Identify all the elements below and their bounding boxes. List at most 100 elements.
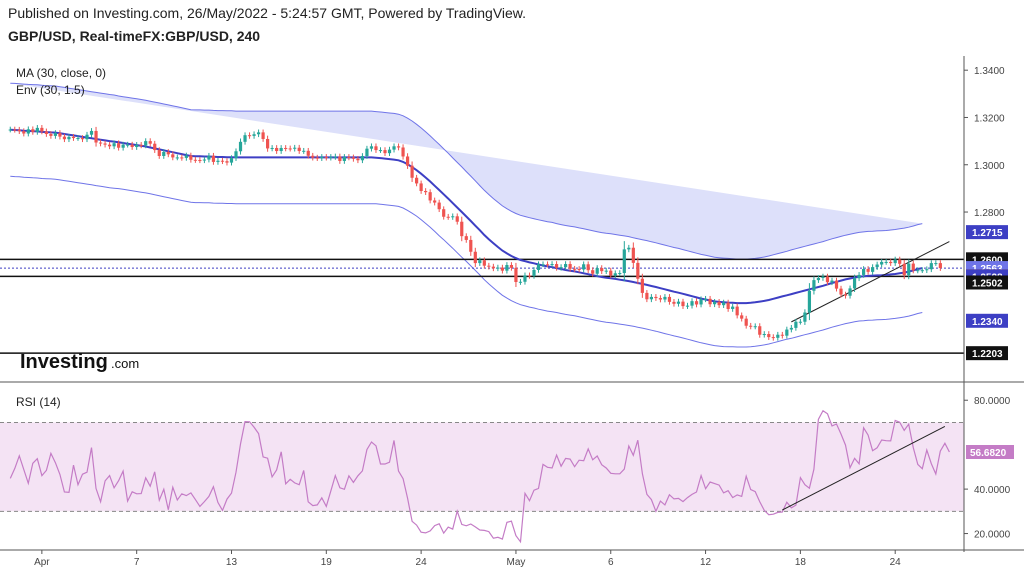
candle[interactable] <box>35 125 39 135</box>
candle[interactable] <box>916 267 920 274</box>
candle[interactable] <box>347 154 351 161</box>
candle[interactable] <box>527 272 532 279</box>
candle[interactable] <box>216 157 220 165</box>
candle[interactable] <box>618 270 622 277</box>
candle[interactable] <box>26 126 30 137</box>
candle[interactable] <box>852 274 857 292</box>
candle[interactable] <box>424 188 428 196</box>
candle[interactable] <box>685 302 690 309</box>
candle[interactable] <box>871 264 875 275</box>
candle[interactable] <box>211 152 216 165</box>
candle[interactable] <box>153 140 157 153</box>
candle[interactable] <box>415 174 419 187</box>
candle[interactable] <box>807 283 812 321</box>
candle[interactable] <box>573 265 577 272</box>
candle[interactable] <box>834 277 839 292</box>
candle[interactable] <box>13 126 17 133</box>
candle[interactable] <box>699 296 703 308</box>
candle[interactable] <box>658 295 663 303</box>
candle[interactable] <box>478 257 482 266</box>
candle[interactable] <box>821 273 825 281</box>
candle[interactable] <box>889 259 893 266</box>
candle[interactable] <box>103 140 107 148</box>
candle[interactable] <box>559 264 563 271</box>
candle[interactable] <box>536 261 541 273</box>
candle[interactable] <box>315 154 319 161</box>
candle[interactable] <box>604 267 608 274</box>
candle[interactable] <box>929 260 933 273</box>
candle[interactable] <box>564 261 568 270</box>
candle[interactable] <box>514 262 518 287</box>
candle[interactable] <box>58 130 62 140</box>
candle[interactable] <box>157 147 161 159</box>
candle[interactable] <box>726 299 730 312</box>
candle[interactable] <box>875 261 879 270</box>
candle[interactable] <box>505 262 509 274</box>
candle[interactable] <box>437 199 441 213</box>
candle[interactable] <box>911 260 915 274</box>
candle[interactable] <box>238 138 243 155</box>
candle[interactable] <box>67 134 71 143</box>
candle[interactable] <box>609 267 613 279</box>
candle[interactable] <box>148 138 152 147</box>
candle[interactable] <box>636 257 640 285</box>
candle[interactable] <box>460 216 464 242</box>
candle[interactable] <box>297 144 301 154</box>
candle[interactable] <box>180 154 184 161</box>
candle[interactable] <box>518 278 523 285</box>
candle[interactable] <box>464 233 468 243</box>
candle[interactable] <box>893 256 897 266</box>
candle[interactable] <box>401 144 405 160</box>
candle[interactable] <box>861 266 866 278</box>
candle[interactable] <box>712 299 717 308</box>
candle[interactable] <box>202 156 207 164</box>
candle[interactable] <box>360 153 365 164</box>
candle[interactable] <box>49 131 53 139</box>
candle[interactable] <box>293 144 297 152</box>
candle[interactable] <box>356 156 360 164</box>
candle[interactable] <box>171 151 175 161</box>
candle[interactable] <box>396 143 401 151</box>
candle[interactable] <box>455 213 459 225</box>
candle[interactable] <box>130 141 134 150</box>
candle[interactable] <box>866 266 870 275</box>
candle[interactable] <box>80 135 85 143</box>
candle[interactable] <box>53 130 58 139</box>
candle[interactable] <box>279 145 283 154</box>
candle[interactable] <box>762 331 766 338</box>
candle[interactable] <box>256 129 261 138</box>
candle[interactable] <box>117 140 121 151</box>
candle[interactable] <box>252 131 256 139</box>
candle[interactable] <box>40 125 44 135</box>
candle[interactable] <box>789 325 793 333</box>
candle[interactable] <box>270 145 274 152</box>
candle[interactable] <box>473 247 477 268</box>
candle[interactable] <box>351 154 355 162</box>
candle[interactable] <box>550 261 554 268</box>
candle[interactable] <box>369 143 374 152</box>
candle[interactable] <box>722 299 726 309</box>
candle[interactable] <box>220 157 225 165</box>
candle[interactable] <box>288 145 292 152</box>
candle[interactable] <box>582 261 586 273</box>
candle[interactable] <box>126 141 130 148</box>
candle[interactable] <box>554 261 559 271</box>
candle[interactable] <box>234 148 238 161</box>
candle[interactable] <box>62 133 67 143</box>
candle[interactable] <box>645 290 649 303</box>
candle[interactable] <box>392 143 396 153</box>
candle[interactable] <box>482 257 486 269</box>
candle[interactable] <box>324 154 328 161</box>
candle[interactable] <box>780 331 784 339</box>
candle[interactable] <box>907 259 911 280</box>
candle[interactable] <box>243 132 247 145</box>
candle[interactable] <box>622 241 626 282</box>
candle[interactable] <box>843 291 848 299</box>
candle[interactable] <box>98 139 103 147</box>
candle[interactable] <box>162 149 166 159</box>
candle[interactable] <box>284 145 288 152</box>
candle[interactable] <box>247 132 252 139</box>
candle[interactable] <box>708 295 712 308</box>
candle[interactable] <box>166 149 170 158</box>
